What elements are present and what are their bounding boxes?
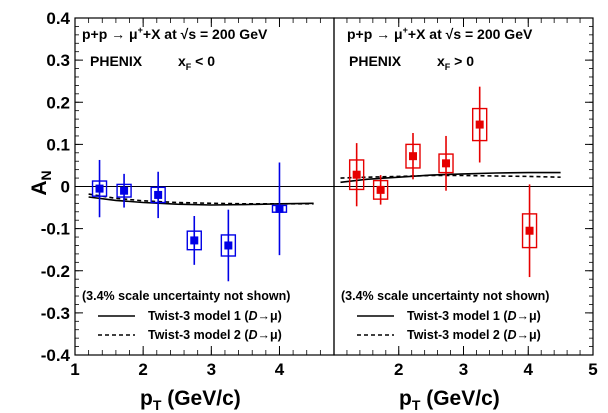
- right-legend-model1: Twist-3 model 1 (D→μ): [407, 309, 541, 323]
- sys-error-box: [116, 183, 132, 198]
- y-tick-label: 0.3: [46, 51, 70, 70]
- sys-error-box: [405, 143, 421, 169]
- right-data-point: [438, 135, 454, 191]
- data-marker: [442, 159, 451, 168]
- x-tick-label: 2: [138, 360, 147, 379]
- y-tick-label: -0.2: [41, 262, 70, 281]
- data-marker: [154, 190, 163, 199]
- right-x-axis-title: pT (GeV/c): [399, 387, 500, 413]
- sys-error-box: [91, 180, 108, 197]
- y-tick-label: 0.1: [46, 135, 70, 154]
- right-data-point: [521, 184, 538, 278]
- left-data-point: [116, 173, 132, 208]
- sys-error-box: [220, 234, 237, 257]
- data-marker: [376, 185, 385, 194]
- y-tick-label: 0.2: [46, 93, 70, 112]
- x-tick-label: 4: [524, 360, 534, 379]
- y-axis-title: AN: [28, 170, 54, 195]
- x-tick-label: 3: [207, 360, 216, 379]
- left-data-point: [220, 209, 237, 282]
- left-data-point: [150, 171, 166, 219]
- right-panel-experiment: PHENIX: [349, 53, 402, 69]
- left-panel-experiment: PHENIX: [90, 53, 143, 69]
- left-data-point: [91, 159, 108, 218]
- sys-error-box: [372, 179, 389, 200]
- left-data-point: [186, 215, 202, 265]
- right-data-points: [348, 86, 538, 278]
- data-marker: [475, 120, 484, 129]
- x-tick-label: 1: [70, 360, 79, 379]
- left-curve-dashed: [88, 193, 314, 205]
- y-tick-label: -0.1: [41, 220, 70, 239]
- right-panel-selection: xF > 0: [437, 53, 474, 72]
- sys-error-box: [438, 153, 454, 174]
- right-curve-solid: [340, 171, 561, 184]
- y-tick-label: 0.4: [46, 9, 70, 28]
- data-marker: [120, 186, 129, 195]
- data-marker: [275, 204, 284, 213]
- left-x-axis-title: pT (GeV/c): [140, 387, 241, 413]
- data-marker: [408, 152, 417, 161]
- right-data-point: [372, 175, 389, 205]
- x-tick-label: 5: [588, 360, 597, 379]
- y-tick-label: 0: [61, 178, 70, 197]
- right-x-axis-ticks: 2 3 4 5: [333, 18, 598, 379]
- x-tick-label: 3: [459, 360, 468, 379]
- data-marker: [352, 170, 361, 179]
- right-curve-dashed: [340, 174, 561, 179]
- left-model-curves: [88, 193, 314, 206]
- right-legend-model2: Twist-3 model 2 (D→μ): [407, 328, 541, 342]
- data-marker: [190, 236, 199, 245]
- left-panel-title: p+p → μ++X at √s = 200 GeV: [82, 25, 268, 42]
- right-data-point: [405, 133, 421, 180]
- left-scale-note: (3.4% scale uncertainty not shown): [82, 289, 290, 303]
- sys-error-box: [348, 159, 365, 191]
- left-legend-model1: Twist-3 model 1 (D→μ): [148, 309, 282, 323]
- y-tick-label: -0.3: [41, 304, 70, 323]
- left-data-points: [91, 159, 288, 282]
- right-data-point: [471, 86, 488, 163]
- x-tick-label: 4: [275, 360, 285, 379]
- x-tick-label: 2: [394, 360, 403, 379]
- data-marker: [224, 241, 233, 250]
- sys-error-box: [521, 213, 538, 249]
- sys-error-box: [186, 230, 202, 251]
- left-panel-selection: xF < 0: [178, 53, 215, 72]
- sys-error-box: [150, 186, 166, 204]
- sys-error-box: [471, 107, 488, 142]
- right-model-curves: [340, 171, 561, 184]
- right-scale-note: (3.4% scale uncertainty not shown): [341, 289, 549, 303]
- data-marker: [525, 226, 534, 235]
- right-panel-title: p+p → μ++X at √s = 200 GeV: [347, 25, 533, 42]
- y-tick-label: -0.4: [41, 346, 71, 365]
- data-marker: [95, 184, 104, 193]
- right-data-point: [348, 143, 365, 207]
- y-axis-ticks: 0.4 0.3 0.2 0.1 0 -0.1 -0.2 -0.3 -0.4: [41, 9, 593, 365]
- left-legend-model2: Twist-3 model 2 (D→μ): [148, 328, 282, 342]
- left-data-point: [271, 162, 288, 256]
- left-x-axis-ticks: 1 2 3 4: [70, 18, 335, 379]
